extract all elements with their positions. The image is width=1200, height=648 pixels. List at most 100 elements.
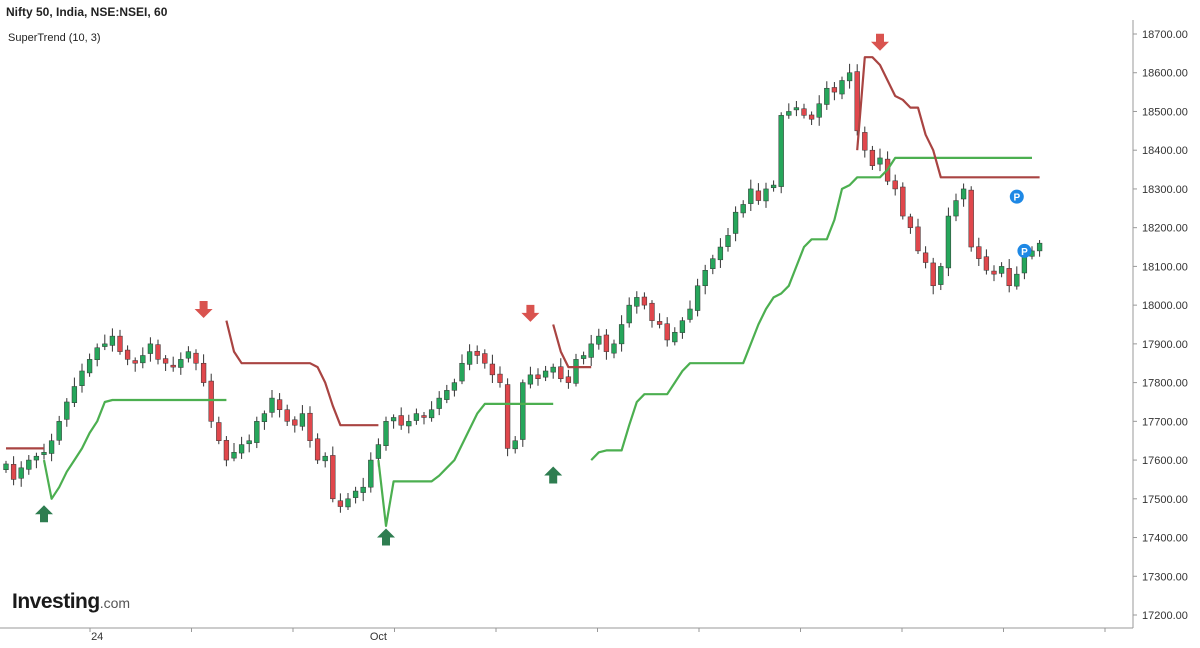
candle-body: [109, 335, 116, 346]
sell-arrow-icon: [194, 301, 213, 319]
candle: [679, 317, 686, 339]
candle-body: [770, 184, 777, 189]
candle: [649, 300, 655, 328]
candles: [3, 63, 1043, 513]
candle: [846, 63, 853, 89]
candle: [778, 112, 784, 194]
candle: [626, 297, 632, 328]
candle-body: [299, 413, 306, 427]
candle: [86, 353, 93, 377]
candle-body: [550, 366, 556, 373]
candle-body: [292, 419, 298, 426]
candle-body: [162, 358, 169, 364]
candle: [185, 346, 192, 363]
candle: [48, 433, 55, 462]
candle: [580, 351, 587, 365]
candle: [816, 95, 822, 126]
candle: [953, 193, 959, 222]
candle-body: [254, 421, 260, 443]
candle: [824, 81, 830, 110]
candle: [322, 452, 328, 468]
candle: [900, 182, 906, 220]
candle-body: [755, 190, 762, 201]
candle-body: [535, 374, 541, 379]
candle-body: [466, 351, 473, 365]
candle: [337, 493, 344, 513]
indicator-label[interactable]: SuperTrend (10, 3): [8, 32, 101, 44]
candle-body: [862, 132, 868, 151]
candle: [193, 349, 199, 371]
candle: [991, 265, 997, 282]
candle-body: [763, 188, 769, 202]
candle-body: [231, 452, 237, 459]
candle: [56, 415, 62, 445]
candle: [687, 300, 693, 323]
candle-body: [375, 444, 382, 459]
candle: [292, 416, 298, 433]
candle-body: [94, 347, 100, 360]
candle: [504, 378, 511, 457]
candle-body: [497, 373, 503, 383]
candle-body: [200, 362, 207, 383]
pivot-circle: [1009, 189, 1024, 204]
candle: [656, 313, 663, 329]
candle: [877, 148, 883, 172]
candle-body: [482, 353, 488, 364]
pivot-marker[interactable]: P: [1017, 243, 1032, 258]
candle: [968, 186, 974, 252]
candle-body: [983, 256, 990, 271]
candle: [444, 384, 450, 404]
candle: [132, 357, 138, 372]
candle-body: [816, 103, 822, 118]
y-tick-label: 17900.00: [1142, 339, 1188, 351]
candle: [390, 414, 397, 429]
candle: [3, 460, 9, 473]
candle-body: [352, 490, 359, 498]
candle-body: [41, 452, 47, 455]
candle-body: [603, 334, 610, 352]
candle-body: [1006, 268, 1012, 287]
candle: [428, 401, 435, 422]
candle: [406, 414, 412, 434]
candle: [261, 410, 268, 430]
candle-body: [147, 343, 154, 354]
candle: [10, 456, 17, 486]
candle: [398, 407, 404, 430]
candle-body: [155, 344, 161, 360]
candle-body: [269, 397, 275, 413]
candle: [200, 354, 207, 387]
candle: [839, 76, 845, 100]
candle: [79, 363, 85, 393]
candle-body: [102, 343, 108, 347]
candle-body: [238, 444, 245, 454]
candle: [930, 257, 936, 295]
pivot-markers: PP: [1009, 189, 1032, 258]
candle: [596, 328, 602, 350]
candle: [565, 369, 572, 389]
y-tick-label: 18700.00: [1142, 29, 1188, 41]
chart-title: Nifty 50, India, NSE:NSEI, 60: [6, 5, 168, 19]
candle-body: [504, 384, 511, 449]
candle-body: [869, 149, 876, 166]
candle-body: [71, 386, 78, 403]
candle-body: [611, 343, 617, 354]
candle: [808, 111, 815, 126]
candle-body: [246, 440, 252, 445]
candle-body: [748, 188, 754, 204]
candle: [436, 391, 442, 416]
candle-body: [451, 382, 458, 391]
candle-body: [710, 258, 716, 269]
candle-body: [474, 350, 480, 356]
candle-body: [922, 252, 929, 263]
candle-body: [649, 302, 655, 321]
candle-body: [330, 455, 336, 500]
candle: [178, 352, 184, 375]
candle-body: [178, 359, 184, 368]
candle: [702, 264, 708, 295]
candle: [421, 412, 427, 425]
pivot-marker[interactable]: P: [1009, 189, 1024, 204]
candle: [109, 328, 116, 352]
candle-body: [808, 114, 815, 120]
candle: [345, 492, 351, 511]
